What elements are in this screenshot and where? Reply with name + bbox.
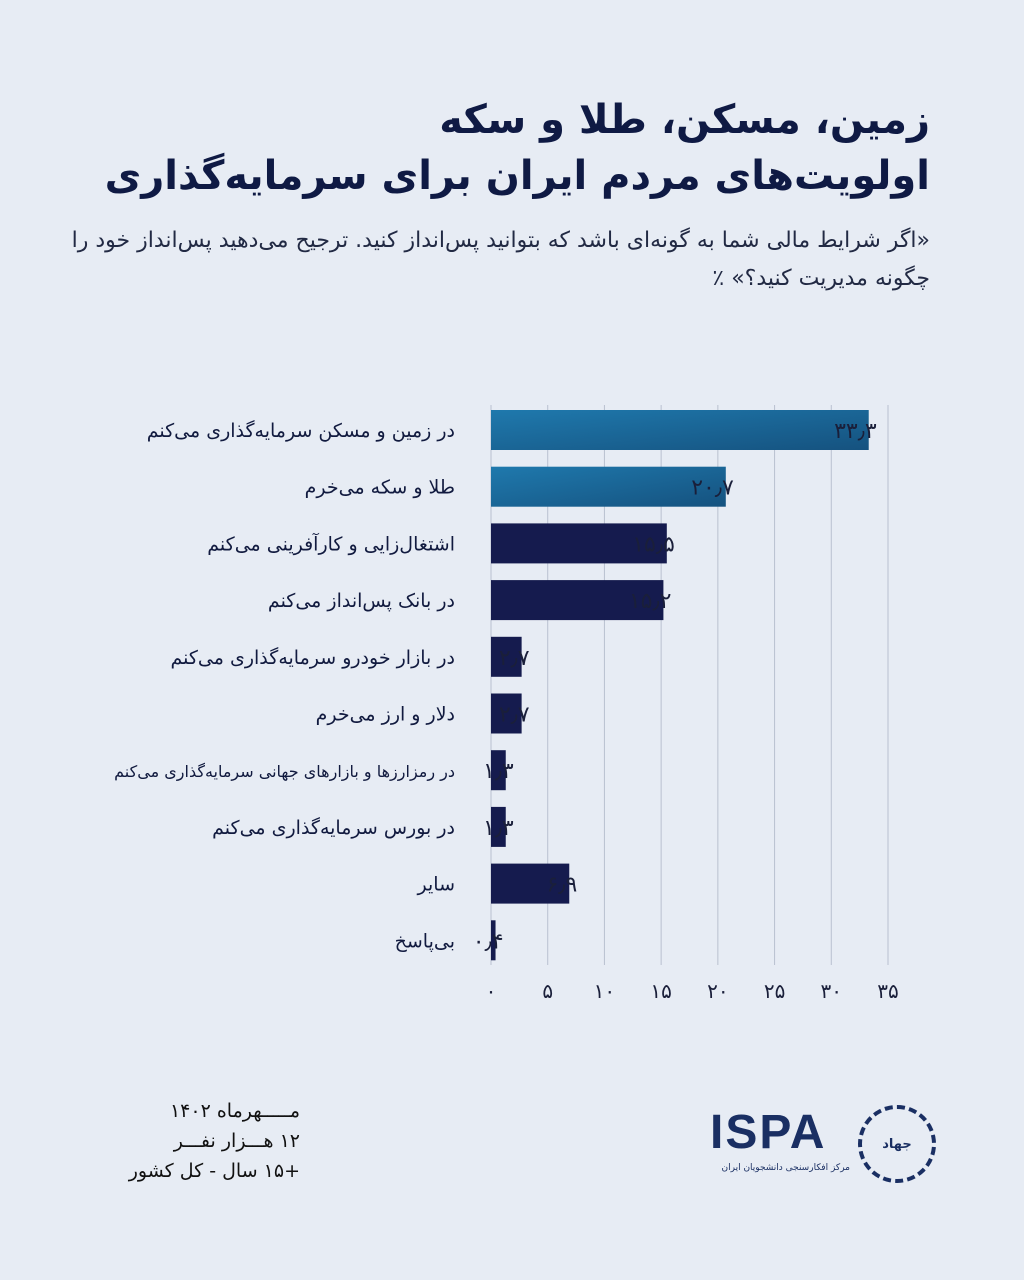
category-label: در بازار خودرو سرمایه‌گذاری می‌کنم [171,646,456,669]
category-label: اشتغال‌زایی و کارآفرینی می‌کنم [207,531,455,555]
bar [491,750,506,791]
value-label: ۱۵٫۵ [632,532,675,557]
value-label: ۶٫۹ [546,873,577,898]
category-label: طلا و سکه می‌خرم [305,477,455,499]
value-label: ۲٫۷ [499,646,530,671]
survey-info: مـــــهرماه ۱۴۰۲ ۱۲ هـــزار نفـــر +۱۵ س… [94,1096,300,1186]
x-tick-label: ۳۵ [877,979,898,1003]
bar [491,580,664,621]
bar [491,523,667,564]
x-tick-label: ۲۰ [707,979,728,1003]
ispa-logo: ISPA مرکز افکارسنجی دانشجویان ایران جهاد [710,1105,950,1185]
title-line-2: اولویت‌های مردم ایران برای سرمایه‌گذاری [104,153,930,199]
value-label: ۱۵٫۲ [629,589,672,614]
value-label: ۲٫۷ [499,703,530,728]
value-label: ۰٫۴ [473,929,504,954]
ispa-wordmark: ISPA [710,1106,827,1159]
value-label: ۱٫۳ [483,759,514,784]
jahad-seal-icon: جهاد [858,1105,936,1183]
survey-date: مـــــهرماه ۱۴۰۲ [169,1100,300,1122]
bar [491,693,522,734]
title-line-1: زمین، مسکن، طلا و سکه [439,97,930,143]
bar [491,920,496,961]
bar [491,636,522,677]
value-label: ۱٫۳ [483,816,514,841]
bar [491,806,506,847]
category-label: دلار و ارز می‌خرم [316,704,455,726]
category-label: در بورس سرمایه‌گذاری می‌کنم [212,816,455,839]
chart-title: زمین، مسکن، طلا و سکه اولویت‌های مردم ای… [70,92,930,204]
category-label: بی‌پاسخ [395,930,455,952]
value-label: ۲۰٫۷ [691,476,734,501]
survey-scope: +۱۵ سال - کل کشور [128,1160,300,1182]
value-label: ۳۳٫۳ [834,419,877,444]
bar [491,863,570,904]
bar-chart: ۰ ۵ ۱۰ ۱۵ ۲۰ ۲۵ ۳۰ ۳۵ ۳۳٫۳ در زمین و مسکن سرمایه‌… [114,405,899,1003]
x-tick-label: ۱۵ [650,979,671,1003]
category-label: در زمین و مسکن سرمایه‌گذاری می‌کنم [147,419,455,442]
x-tick-label: ۳۰ [821,979,842,1003]
seal-text: جهاد [882,1136,912,1152]
bar [491,466,726,507]
category-label: در بانک پس‌انداز می‌کنم [268,590,455,612]
x-tick-label: ۵ [542,979,553,1003]
category-label: در رمزارزها و بازارهای جهانی سرمایه‌گذار… [114,762,455,782]
x-tick-label: ۱۰ [594,979,615,1003]
survey-sample: ۱۲ هـــزار نفـــر [173,1130,300,1152]
x-tick-label: ۲۵ [764,979,785,1003]
chart-subtitle: «اگر شرایط مالی شما به گونه‌ای باشد که ب… [71,228,930,291]
ispa-subtitle: مرکز افکارسنجی دانشجویان ایران [721,1163,851,1173]
category-label: سایر [417,874,455,896]
bar [491,410,869,450]
x-tick-label: ۰ [486,979,497,1003]
